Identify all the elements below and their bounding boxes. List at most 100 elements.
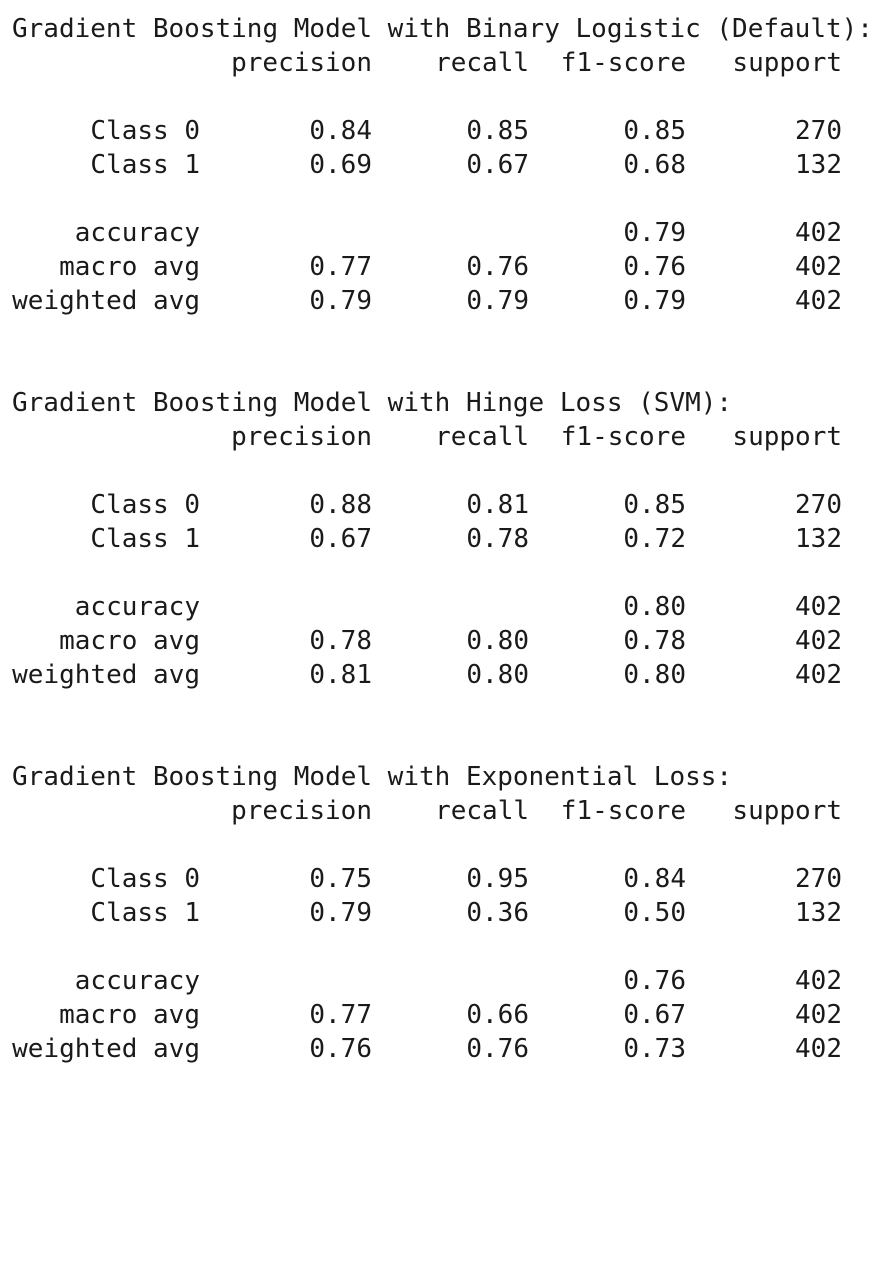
table-row: Class 0 0.75 0.95 0.84 270: [12, 862, 872, 896]
header-precision: precision: [231, 422, 372, 452]
precision-value: 0.84: [309, 116, 372, 146]
support-value: 270: [795, 116, 842, 146]
recall-value: 0.76: [466, 1034, 529, 1064]
f1-value: 0.79: [623, 286, 686, 316]
accuracy-row: accuracy 0.76 402: [12, 964, 872, 998]
row-label: macro avg: [59, 626, 200, 656]
precision-value: 0.88: [309, 490, 372, 520]
row-label: accuracy: [74, 592, 200, 622]
support-value: 132: [795, 524, 842, 554]
support-value: 402: [795, 660, 842, 690]
support-value: 270: [795, 864, 842, 894]
classification-report: Gradient Boosting Model with Binary Logi…: [12, 12, 873, 386]
row-label: weighted avg: [12, 660, 200, 690]
header-row: precision recall f1-score support: [12, 794, 872, 828]
row-label: Class 1: [90, 524, 200, 554]
precision-value: 0.81: [309, 660, 372, 690]
f1-value: 0.79: [623, 218, 686, 248]
precision-value: 0.69: [309, 150, 372, 180]
accuracy-row: accuracy 0.80 402: [12, 590, 872, 624]
support-value: 402: [795, 286, 842, 316]
row-label: macro avg: [59, 252, 200, 282]
macro-avg-row: macro avg 0.77 0.66 0.67 402: [12, 998, 872, 1032]
classification-report: Gradient Boosting Model with Exponential…: [12, 760, 872, 1134]
support-value: 270: [795, 490, 842, 520]
f1-value: 0.50: [623, 898, 686, 928]
header-precision: precision: [231, 48, 372, 78]
f1-value: 0.68: [623, 150, 686, 180]
header-f1-score: f1-score: [560, 48, 686, 78]
recall-value: 0.85: [466, 116, 529, 146]
precision-value: 0.78: [309, 626, 372, 656]
precision-value: 0.79: [309, 898, 372, 928]
recall-value: 0.76: [466, 252, 529, 282]
console-output: Gradient Boosting Model with Binary Logi…: [12, 12, 873, 1134]
precision-value: 0.79: [309, 286, 372, 316]
row-label: weighted avg: [12, 1034, 200, 1064]
row-label: Class 1: [90, 898, 200, 928]
header-support: support: [732, 796, 842, 826]
recall-value: 0.81: [466, 490, 529, 520]
table-row: Class 0 0.84 0.85 0.85 270: [12, 114, 872, 148]
table-row: Class 1 0.79 0.36 0.50 132: [12, 896, 872, 930]
support-value: 132: [795, 150, 842, 180]
weighted-avg-row: weighted avg 0.76 0.76 0.73 402: [12, 1032, 872, 1066]
precision-value: 0.77: [309, 252, 372, 282]
precision-value: 0.75: [309, 864, 372, 894]
support-value: 132: [795, 898, 842, 928]
header-recall: recall: [435, 796, 529, 826]
support-value: 402: [795, 218, 842, 248]
row-label: weighted avg: [12, 286, 200, 316]
f1-value: 0.73: [623, 1034, 686, 1064]
header-f1-score: f1-score: [560, 422, 686, 452]
recall-value: 0.66: [466, 1000, 529, 1030]
recall-value: 0.80: [466, 626, 529, 656]
row-label: macro avg: [59, 1000, 200, 1030]
precision-value: 0.67: [309, 524, 372, 554]
recall-value: 0.80: [466, 660, 529, 690]
precision-value: 0.76: [309, 1034, 372, 1064]
row-label: accuracy: [74, 966, 200, 996]
row-label: Class 1: [90, 150, 200, 180]
table-row: Class 1 0.67 0.78 0.72 132: [12, 522, 872, 556]
support-value: 402: [795, 592, 842, 622]
macro-avg-row: macro avg 0.78 0.80 0.78 402: [12, 624, 872, 658]
f1-value: 0.78: [623, 626, 686, 656]
f1-value: 0.72: [623, 524, 686, 554]
recall-value: 0.67: [466, 150, 529, 180]
f1-value: 0.76: [623, 966, 686, 996]
f1-value: 0.84: [623, 864, 686, 894]
header-precision: precision: [231, 796, 372, 826]
classification-report: Gradient Boosting Model with Hinge Loss …: [12, 386, 872, 760]
f1-value: 0.85: [623, 116, 686, 146]
recall-value: 0.95: [466, 864, 529, 894]
row-label: Class 0: [90, 490, 200, 520]
weighted-avg-row: weighted avg 0.79 0.79 0.79 402: [12, 284, 872, 318]
support-value: 402: [795, 1034, 842, 1064]
report-title: Gradient Boosting Model with Hinge Loss …: [12, 388, 733, 418]
table-row: Class 1 0.69 0.67 0.68 132: [12, 148, 872, 182]
header-recall: recall: [435, 48, 529, 78]
support-value: 402: [795, 626, 842, 656]
support-value: 402: [795, 252, 842, 282]
accuracy-row: accuracy 0.79 402: [12, 216, 872, 250]
support-value: 402: [795, 1000, 842, 1030]
header-support: support: [732, 422, 842, 452]
weighted-avg-row: weighted avg 0.81 0.80 0.80 402: [12, 658, 872, 692]
f1-value: 0.76: [623, 252, 686, 282]
header-f1-score: f1-score: [560, 796, 686, 826]
f1-value: 0.80: [623, 660, 686, 690]
f1-value: 0.80: [623, 592, 686, 622]
recall-value: 0.36: [466, 898, 529, 928]
header-row: precision recall f1-score support: [12, 46, 872, 80]
header-support: support: [732, 48, 842, 78]
f1-value: 0.67: [623, 1000, 686, 1030]
row-label: Class 0: [90, 864, 200, 894]
precision-value: 0.77: [309, 1000, 372, 1030]
support-value: 402: [795, 966, 842, 996]
row-label: Class 0: [90, 116, 200, 146]
macro-avg-row: macro avg 0.77 0.76 0.76 402: [12, 250, 872, 284]
recall-value: 0.78: [466, 524, 529, 554]
report-title: Gradient Boosting Model with Binary Logi…: [12, 14, 873, 44]
report-title: Gradient Boosting Model with Exponential…: [12, 762, 733, 792]
